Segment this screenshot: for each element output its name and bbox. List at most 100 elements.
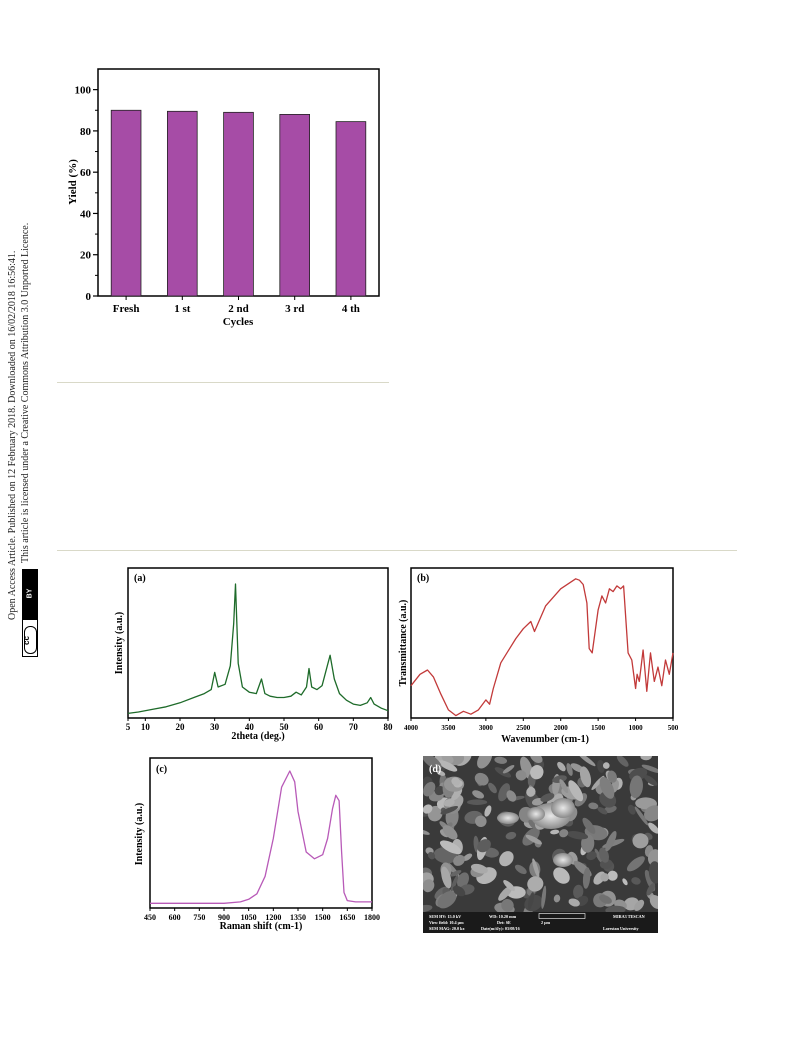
panel-a-ylabel: Intensity (a.u.) [114,612,125,675]
sem-particle [452,885,466,897]
yield-bar-chart: 0 20 40 60 80 100 Fresh 1 st 2 nd 3 rd 4 th Yield… [67,68,380,328]
sem-particle [532,858,540,878]
x-tick-label-3-2: 750 [193,913,205,922]
x-tick-label-3-5: 1200 [265,913,281,922]
ftir-panel-b: (b) 4000 3500 3000 2500 2000 1500 1000 500 Tran… [398,567,679,745]
y-axis-title: Yield (%) [67,159,79,205]
bar-2 [223,111,254,297]
sem-info-university: Lorestan University [603,926,640,931]
sem-particle [515,770,527,781]
sem-particle [598,847,610,863]
panel-c-xlabel: Raman shift (cm-1) [220,921,303,932]
x-tick-label-2-7: 500 [668,724,679,732]
panel-b-label: (b) [417,573,429,584]
x-tick-label-3-9: 1800 [364,913,380,922]
sem-particle [647,849,658,867]
sem-scale-bar [538,913,586,919]
sem-particle [603,762,610,769]
sem-particle [474,772,489,786]
x-tick-label-3-4: 1050 [241,913,257,922]
y-tick-label-2: 40 [80,208,92,220]
sem-particle [477,756,493,769]
x-tick-label-1-2: 20 [176,722,186,732]
series-line-1 [127,583,389,715]
sem-particle [527,876,544,892]
x-tick-label-3-3: 900 [218,913,230,922]
series-line-2 [410,578,674,717]
sem-particle [427,851,436,860]
sem-particle [648,822,658,834]
sem-particle [450,870,462,877]
sem-particle [649,895,658,909]
sem-particle [527,892,535,910]
sem-particle [453,854,465,866]
x-tick-label-2-1: 3500 [441,724,456,732]
y-tick-label-4: 80 [80,126,92,138]
sem-particle [505,831,517,840]
sem-particle [573,884,584,899]
x-tick-label-2-4: 2000 [554,724,569,732]
sem-particle [557,761,566,772]
sem-particle [566,763,573,776]
sem-particle [423,904,433,913]
sem-particle [477,839,491,853]
sem-label: (d) [429,764,441,775]
x-tick-label-1-0: 5 [126,722,131,732]
x-tick-label-0: Fresh [113,303,140,315]
sem-micrograph-panel-d: (d) SEM HV: 15.0 kV WD: 10.20 mm MIRA3 T… [423,756,658,933]
sem-particle [423,781,436,797]
sem-particle [622,878,628,886]
sem-particle [553,867,570,884]
sem-particle [634,899,645,911]
sem-particle [582,867,591,889]
sem-particle [607,770,617,783]
sem-particle [579,766,592,788]
sem-particle [530,756,543,764]
sem-particle [450,874,459,892]
sem-particle [627,804,636,815]
by-label: BY [26,588,34,599]
sem-particle [457,872,469,889]
sem-particle [514,864,527,875]
sem-particle [646,883,656,896]
sem-image: (d) SEM HV: 15.0 kV WD: 10.20 mm MIRA3 T… [423,756,658,933]
sem-info-det: Det: SE [497,920,511,925]
sem-particle [526,786,536,797]
sem-particle [472,790,484,799]
sem-info-hv: SEM HV: 15.0 kV [429,914,461,919]
x-tick-label-2: 2 nd [228,303,249,315]
sem-particle [494,756,508,764]
sem-particle [451,777,461,786]
sem-particle [648,861,658,884]
x-tick-label-3-7: 1500 [315,913,331,922]
sem-particle [470,863,488,874]
sem-info-brand: MIRA3 TESCAN [613,914,645,919]
sem-particle [607,870,618,881]
x-tick-label-1-7: 70 [349,722,359,732]
sem-particle [506,790,517,802]
sem-info-viewfield: View field: 10.4 µm [429,920,464,925]
sem-particle [588,802,599,810]
sem-particle [540,793,555,802]
sem-particle [541,885,547,909]
x-tick-label-1-8: 80 [384,722,394,732]
panel-b-xlabel: Wavenumber (cm-1) [501,734,589,745]
cc-by-badge[interactable]: BY cc [22,569,38,657]
sem-particle [423,804,433,814]
sem-particle [442,825,458,840]
sem-particle [423,756,442,770]
sem-info-mag: SEM MAG: 20.0 kx [429,926,466,931]
sem-particle [566,831,589,840]
sem-particle [451,787,463,801]
licence-note[interactable]: This article is licensed under a Creativ… [20,222,31,563]
x-tick-label-2-5: 1500 [591,724,606,732]
y-tick-label-5: 100 [75,85,92,97]
sem-particle [443,799,455,807]
x-tick-label-1: 1 st [174,303,191,315]
panel-b-xlabel-main: Wavenumber (cm-1) [501,734,589,745]
sem-info-wd: WD: 10.20 mm [489,914,517,919]
sem-particle [641,764,658,774]
sem-particle [559,779,569,794]
sem-particle [568,780,584,802]
x-tick-label-3-0: 450 [144,913,156,922]
